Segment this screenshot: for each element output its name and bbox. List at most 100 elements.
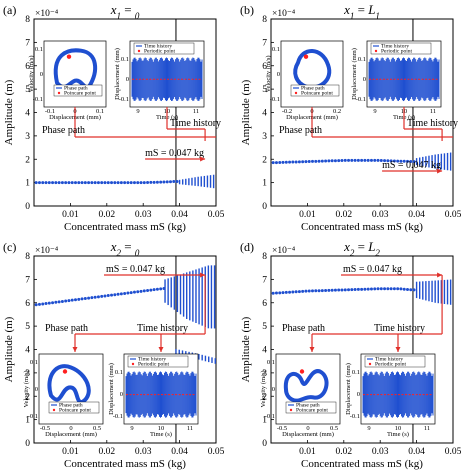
data-point xyxy=(34,181,38,185)
data-point xyxy=(271,291,275,295)
data-point xyxy=(119,292,123,296)
data-point xyxy=(386,287,390,291)
inset-y-label: Velocity (m/s) xyxy=(265,55,272,92)
y-tick-label: 0 xyxy=(25,202,30,212)
data-point xyxy=(327,288,331,292)
inset-y-label: Displacement (mm) xyxy=(351,48,358,100)
data-point xyxy=(126,291,130,295)
inset-x-tick: -0.5 xyxy=(277,425,287,432)
x-tick-label: 0.01 xyxy=(62,447,79,457)
legend-swatch-periodic xyxy=(137,49,141,53)
inset-y-tick: -0.1 xyxy=(350,413,360,420)
legend-label-poincare: Poincare point xyxy=(64,91,96,97)
data-point xyxy=(373,158,377,162)
inset-y-tick: 0.1 xyxy=(352,369,360,376)
data-point xyxy=(123,181,127,185)
data-point xyxy=(294,290,298,294)
data-point xyxy=(57,181,61,185)
y-tick-label: 0 xyxy=(262,202,267,212)
legend-label-time: Time history xyxy=(138,357,166,363)
data-point xyxy=(64,299,68,303)
data-point xyxy=(363,158,367,162)
inset-y-label: Displacement (mm) xyxy=(108,363,115,415)
poincare-point xyxy=(62,369,68,374)
y-tick-label: 5 xyxy=(262,85,267,95)
data-point xyxy=(41,302,45,306)
y-tick-label: 8 xyxy=(25,15,30,25)
y-tick-label: 5 xyxy=(25,322,30,332)
data-point xyxy=(301,160,305,164)
data-point xyxy=(343,288,347,292)
data-point xyxy=(67,299,71,303)
y-tick-label: 4 xyxy=(262,109,267,119)
y-tick-label: 8 xyxy=(25,252,30,262)
x-tick-label: 0.03 xyxy=(372,210,389,220)
data-point xyxy=(314,159,318,163)
data-point xyxy=(284,290,288,294)
data-point xyxy=(409,160,413,164)
data-point xyxy=(155,287,159,291)
x-tick-label: 0.04 xyxy=(408,210,425,220)
x-tick-label: 0.03 xyxy=(372,447,389,457)
time-history-label: Time history xyxy=(170,118,221,129)
x-tick-label: 0.02 xyxy=(98,210,115,220)
data-point xyxy=(324,288,328,292)
annotation-arrowhead xyxy=(309,347,315,352)
y-tick-label: 6 xyxy=(25,299,30,309)
inset-legend xyxy=(364,355,426,368)
data-point xyxy=(146,181,150,185)
legend-label-time: Time history xyxy=(375,357,403,363)
y-tick-label: 2 xyxy=(262,155,267,165)
data-point xyxy=(402,159,406,163)
data-point xyxy=(399,287,403,291)
y-tick-label: 4 xyxy=(25,346,30,356)
data-point xyxy=(149,180,153,184)
data-point xyxy=(100,294,104,298)
data-point xyxy=(360,158,364,162)
phase-trajectory xyxy=(283,369,329,403)
legend-label-periodic: Periodic point xyxy=(375,362,406,368)
legend-label-time: Time history xyxy=(381,44,409,50)
legend-swatch-poincare xyxy=(289,408,293,412)
inset-y-tick: -0.1 xyxy=(119,96,129,103)
data-point xyxy=(310,289,314,293)
phase-trajectory xyxy=(47,364,91,404)
data-point xyxy=(106,294,110,298)
data-point xyxy=(304,289,308,293)
x-tick-label: 0.03 xyxy=(135,210,152,220)
data-point xyxy=(297,160,301,164)
inset-x-tick: 9 xyxy=(373,108,376,115)
data-point xyxy=(142,289,146,293)
inset-y-label: Velocity (m/s) xyxy=(23,370,30,407)
inset-y-tick: 0.1 xyxy=(121,56,129,63)
data-point xyxy=(47,181,51,185)
data-point xyxy=(146,289,150,293)
inset-x-tick: -0.5 xyxy=(40,425,50,432)
data-point xyxy=(60,181,64,185)
y-tick-label: 6 xyxy=(25,62,30,72)
data-point xyxy=(366,287,370,291)
data-point xyxy=(106,181,110,185)
y-multiplier: ×10⁻⁴ xyxy=(35,246,59,256)
inset-x-tick: 11 xyxy=(430,108,436,115)
data-point xyxy=(406,159,409,163)
y-tick-label: 7 xyxy=(25,275,30,285)
data-point xyxy=(278,291,282,295)
data-point xyxy=(314,289,318,293)
panel-label: (b) xyxy=(240,3,254,17)
data-point xyxy=(136,290,140,294)
y-tick-label: 7 xyxy=(25,38,30,48)
x-tick-label: 0.02 xyxy=(335,447,352,457)
data-point xyxy=(51,301,55,305)
chart-panel-4: (d) x2 = L2 0 1 2 3 4 5 6 7 8 0.01 0.02 0.03 0.04 0.05 ×… xyxy=(240,239,462,470)
data-point xyxy=(307,160,311,164)
inset-y-tick: -0.1 xyxy=(356,96,366,103)
inset-y-tick: 0.1 xyxy=(115,369,123,376)
x-tick-label: 0.05 xyxy=(208,447,225,457)
phase-path-label: Phase path xyxy=(282,323,325,334)
legend-swatch-poincare xyxy=(52,408,56,412)
inset-y-tick: -0.1 xyxy=(113,413,123,420)
data-point xyxy=(363,287,367,291)
x-axis-label: Concentrated mass mS (kg) xyxy=(301,221,423,233)
